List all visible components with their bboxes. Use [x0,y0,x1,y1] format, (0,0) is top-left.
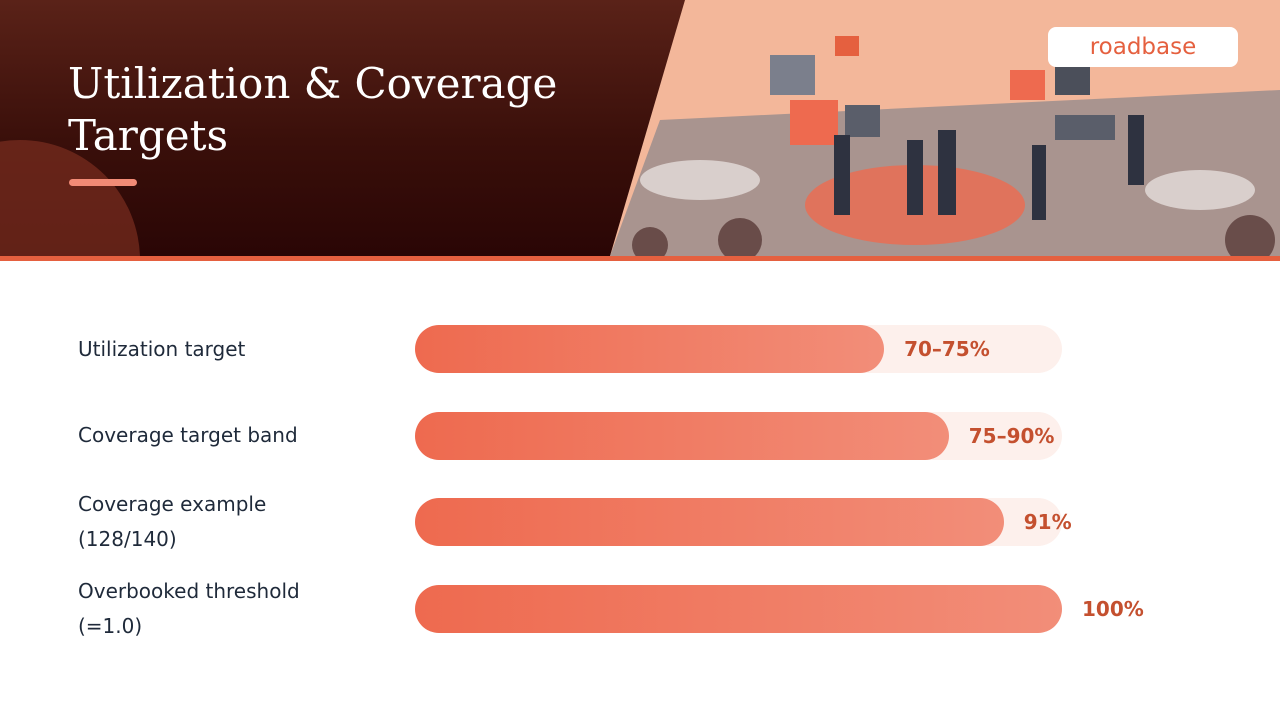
cube [1055,65,1090,95]
logo: roadbase [1048,27,1238,67]
title-underline [69,179,137,186]
cube [835,36,859,56]
cube [845,105,880,137]
cube [1010,70,1045,100]
header-stripe [0,256,1280,261]
category-label: Utilization target [78,336,246,361]
header: Utilization & Coverage Targets roadbase [0,0,1280,256]
bar [415,498,1004,547]
plants [632,215,1275,256]
bar [415,585,1062,634]
people [834,115,1144,220]
platform [640,160,760,200]
bar [415,411,949,460]
cube [770,55,815,95]
value-label: 75–90% [968,423,1055,448]
cube [790,100,838,145]
platform [1145,170,1255,210]
value-label: 91% [1023,510,1072,535]
category-label: Coverage target band [78,423,298,448]
title: Utilization & Coverage Targets [68,59,558,160]
bar [415,325,885,373]
decor-circle [0,140,140,256]
category-label: Overbooked threshold (=1.0) [78,579,300,639]
value-label: 70–75% [904,337,990,361]
value-label: 100% [1082,597,1144,622]
category-label: Coverage example (128/140) [78,492,267,552]
cube [1055,115,1115,140]
